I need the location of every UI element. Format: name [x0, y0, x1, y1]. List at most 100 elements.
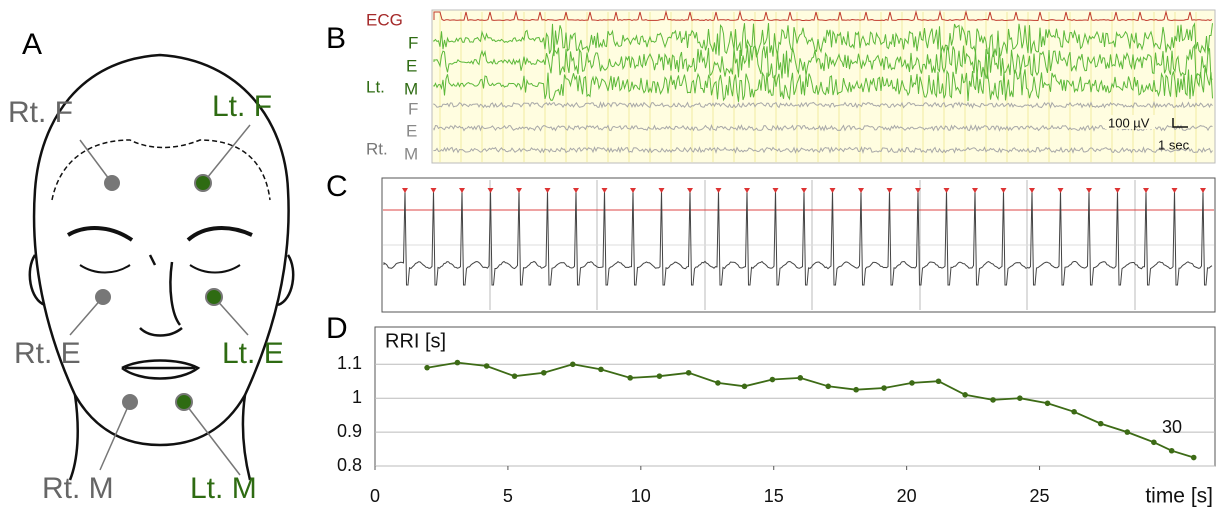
- scale-label: 100 µV: [1108, 115, 1150, 130]
- rri-point: [598, 366, 604, 373]
- rri-point: [1190, 454, 1197, 461]
- r-peak-marker: [687, 188, 693, 193]
- rri-point: [511, 373, 518, 379]
- rri-point: [1124, 429, 1131, 435]
- ecg-trace: [433, 10, 1213, 22]
- electrode-label: Lt. F: [212, 90, 272, 123]
- r-peak-marker: [886, 188, 893, 193]
- x-tick-label: 20: [897, 486, 917, 506]
- electrode-label: Rt. F: [8, 96, 73, 129]
- rri-point: [1097, 420, 1104, 427]
- r-peak-marker: [1000, 188, 1007, 193]
- rri-point: [1151, 439, 1157, 446]
- y-tick-label: 1.1: [337, 353, 362, 373]
- r-peak-marker: [715, 188, 722, 193]
- scale-label: 1 sec: [1158, 137, 1190, 152]
- annotation: 30: [1162, 417, 1182, 437]
- group-label: Rt.: [366, 139, 388, 158]
- electrode-leads: [69, 124, 251, 476]
- r-peak-marker: [544, 188, 551, 193]
- r-peak-marker: [459, 188, 465, 193]
- rri-point: [1168, 447, 1175, 454]
- y-tick-label: 1: [352, 387, 362, 407]
- rri-point: [909, 380, 915, 386]
- rri-point: [540, 369, 547, 376]
- y-tick-label: 0.9: [337, 421, 362, 441]
- rri-point: [1044, 400, 1051, 407]
- emg-trace-left: [433, 43, 1213, 80]
- rri-point: [797, 375, 804, 381]
- channel-label: F: [408, 99, 418, 118]
- rri-point: [1017, 395, 1023, 401]
- channel-label: E: [406, 56, 417, 75]
- r-peak-marker: [829, 188, 836, 193]
- electrode-label: Rt. M: [42, 472, 114, 505]
- x-tick-label: 15: [764, 486, 784, 506]
- r-peak-marker: [972, 188, 978, 193]
- electrode-label: Lt. M: [190, 472, 257, 505]
- r-peak-marker: [516, 188, 522, 193]
- x-tick-label: 0: [370, 486, 380, 506]
- rri-point: [853, 386, 859, 393]
- r-peak-marker: [801, 188, 807, 193]
- ecg-waveform: [383, 189, 1213, 286]
- electrodes: [95, 174, 223, 411]
- panel-label: C: [326, 170, 348, 203]
- r-peak-marker: [430, 188, 437, 193]
- r-peak-marker: [1143, 188, 1149, 193]
- rri-point: [656, 373, 663, 379]
- rri-point: [424, 364, 430, 371]
- r-peak-marker: [1057, 188, 1064, 193]
- rri-point: [715, 380, 721, 386]
- electrode-label: Lt. E: [222, 337, 284, 370]
- rri-point: [1071, 408, 1077, 415]
- r-peak-marker: [858, 188, 864, 193]
- x-tick-label: 10: [631, 486, 651, 506]
- rri-point: [685, 369, 692, 376]
- panel-label: A: [22, 28, 42, 61]
- rri-point: [881, 385, 887, 391]
- ecg-trace: [383, 180, 1214, 310]
- rri-point: [990, 397, 996, 403]
- panel-label: D: [326, 312, 348, 345]
- r-peak-marker: [943, 188, 950, 193]
- channel-label: E: [406, 121, 417, 140]
- x-tick-label: 5: [503, 486, 513, 506]
- rri-chart: 0.8 0.9 1 1.1 0 5 10 15 20 25: [337, 353, 1215, 506]
- r-peak-marker: [1029, 188, 1035, 193]
- r-peak-marker: [772, 188, 779, 193]
- face-drawing: [28, 53, 295, 481]
- rri-point: [741, 383, 748, 390]
- rri-point: [569, 361, 576, 368]
- rri-point: [935, 378, 942, 385]
- r-peak-marker: [744, 188, 750, 193]
- r-peak-marker: [487, 188, 494, 193]
- y-axis-title: RRI [s]: [385, 330, 446, 352]
- scale-bar: [1172, 118, 1188, 128]
- rri-point: [454, 359, 461, 366]
- r-peak-marker: [573, 188, 579, 193]
- r-peak-marker: [402, 188, 408, 193]
- channel-label: M: [404, 144, 418, 163]
- channel-label: M: [404, 79, 418, 98]
- r-peak-marker: [601, 188, 608, 193]
- emg-traces: [433, 10, 1213, 162]
- channel-label: ECG: [366, 10, 403, 29]
- rri-point: [483, 363, 490, 369]
- plot-area: [374, 326, 1216, 467]
- emg-trace-left: [433, 67, 1213, 102]
- r-peak-marker: [1200, 188, 1206, 193]
- group-label: Lt.: [366, 77, 385, 96]
- r-peak-marker: [630, 188, 636, 193]
- emg-trace-right: [433, 100, 1213, 109]
- y-tick-label: 0.8: [337, 455, 362, 475]
- emg-trace-right: [433, 145, 1213, 154]
- x-axis-title: time [s]: [1145, 485, 1213, 508]
- rri-point: [962, 392, 968, 398]
- x-tick-label: 25: [1030, 486, 1050, 506]
- rri-point: [627, 375, 633, 381]
- electrode-label: Rt. E: [14, 337, 81, 370]
- r-peak-marker: [1114, 188, 1121, 193]
- channel-label: F: [408, 33, 418, 52]
